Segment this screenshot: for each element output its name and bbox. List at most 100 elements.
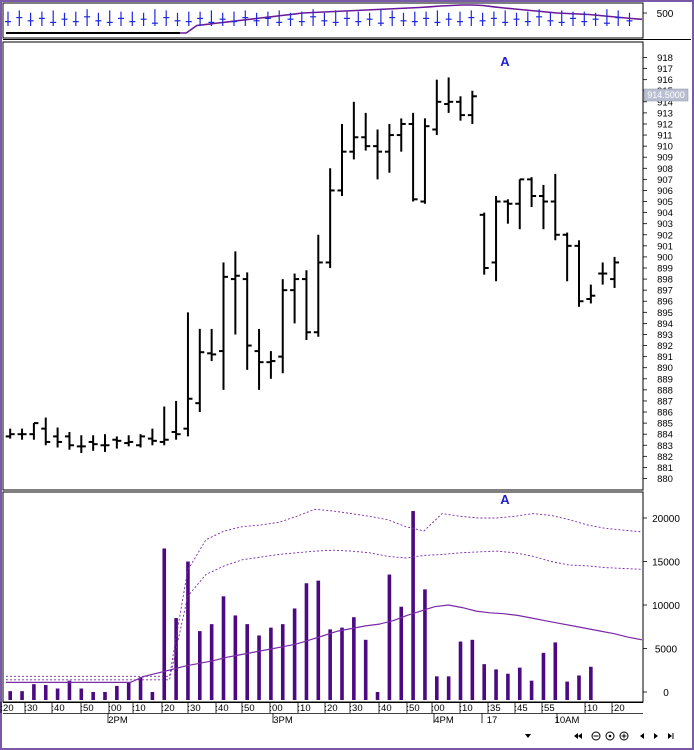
price-tick-label: 909 [657,153,673,164]
x-tick-label: :10 [297,703,310,714]
price-bar [5,428,15,439]
price-tick-label: 910 [657,142,673,153]
volume-bar [446,676,451,700]
price-bar [207,328,217,362]
price-tick-label: 918 [657,53,673,64]
x-tick-label: :50 [241,703,254,714]
price-tick-label: 889 [657,374,673,385]
price-tick-label: 896 [657,297,673,308]
scroll-left-icon[interactable] [640,733,644,739]
price-bar [491,195,501,282]
x-tick-label: :20 [161,703,174,714]
price-tick-label: 903 [657,219,673,230]
price-tick-label: 881 [657,463,673,474]
price-tick-label: 911 [657,131,672,142]
volume-bar [363,639,368,700]
price-tick-label: 912 [657,119,673,130]
price-tick-label: 883 [657,441,673,452]
volume-bar [387,574,392,700]
volume-bar [209,624,214,700]
price-tick-label: 894 [657,319,673,330]
volume-bar [423,589,427,700]
price-tick-label: 914 [657,97,673,108]
price-tick-label: 902 [657,230,673,241]
volume-band-lower [6,549,643,681]
scroll-left-double-icon[interactable] [574,733,582,739]
x-tick-label: :30 [187,703,200,714]
price-bar [503,199,513,224]
x-tick-label: :40 [378,703,391,714]
price-tick-label: 892 [657,341,673,352]
price-tick-label: 893 [657,330,673,341]
volume-bar [138,677,143,700]
price-tick-label: 904 [657,208,673,219]
volume-bar [186,561,190,700]
x-tick-label: :10 [132,703,145,714]
price-tick-label: 895 [657,308,673,319]
price-bar [361,112,371,151]
price-chart [5,77,620,454]
scroll-right-end-icon[interactable] [668,733,674,739]
x-tick-label: :20 [611,703,624,714]
last-price-marker: 914.5000 [643,88,689,102]
volume-moving-average [6,604,643,684]
volume-tick-label: 5000 [655,645,678,656]
price-tick-label: 897 [657,286,673,297]
scroll-bar[interactable] [3,727,563,743]
last-price-label: 914.5000 [647,90,685,100]
price-bar [230,251,240,335]
volume-bar [541,652,546,700]
volume-bar [553,642,558,700]
price-bar [456,96,465,121]
price-bar [41,417,51,446]
price-bar [76,435,86,454]
price-tick-label: 880 [657,474,673,485]
price-tick-label: 906 [657,186,673,197]
volume-tick-label: 10000 [652,601,680,612]
price-pane-frame [2,41,644,491]
volume-bar [126,682,131,700]
x-tick-label: :30 [349,703,362,714]
price-bar [408,112,418,202]
price-annotation-a: A [500,54,510,69]
price-bar [278,279,288,374]
volume-bar [174,618,178,700]
x-tick-label: :20 [324,703,337,714]
price-tick-label: 901 [657,241,673,252]
volume-bar [375,692,380,700]
price-tick-label: 890 [657,363,673,374]
price-bar [610,256,620,288]
volume-bar [150,692,155,700]
x-tick-label: :50 [80,703,93,714]
x-major-label: 3PM [273,715,293,726]
volume-bar [162,548,167,700]
volume-bar [328,629,332,700]
volume-tick-label: 15000 [652,558,680,569]
zoom-in-icon[interactable] [619,731,629,741]
x-major-label: 4PM [434,715,454,726]
volume-bar [565,681,569,700]
volume-bar [494,669,498,700]
dropdown-icon[interactable] [525,734,531,738]
price-bar [562,232,572,282]
volume-bar [198,631,202,700]
x-major-label: 17 [487,715,498,726]
price-bar [384,123,394,173]
reset-view-icon[interactable] [605,731,615,741]
volume-bar [55,688,60,700]
x-tick-label: :10 [459,703,472,714]
price-bar [242,272,252,370]
price-bar [373,129,383,180]
price-bar [112,436,122,449]
volume-bar [304,583,309,700]
price-tick-label: 916 [657,75,673,86]
price-tick-label: 882 [657,452,673,463]
zoom-out-icon[interactable] [591,731,601,741]
volume-bar [91,692,95,700]
price-bar [574,240,584,307]
volume-tick-label: 20000 [652,514,680,525]
scroll-right-icon[interactable] [654,733,658,739]
price-bar [550,173,560,241]
volume-bar [221,596,226,700]
price-bar [515,178,525,230]
